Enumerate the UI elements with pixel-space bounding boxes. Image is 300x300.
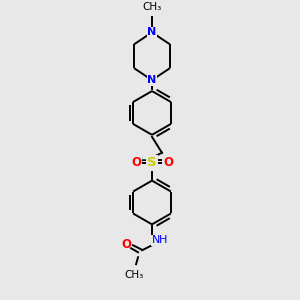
Text: CH₃: CH₃	[124, 270, 144, 280]
Text: N: N	[147, 27, 157, 38]
Text: N: N	[152, 235, 160, 245]
Text: H: H	[140, 156, 148, 166]
Text: N: N	[146, 156, 154, 166]
Text: O: O	[121, 238, 131, 251]
Text: O: O	[131, 156, 141, 169]
Text: H: H	[159, 235, 167, 245]
Text: CH₃: CH₃	[142, 2, 162, 13]
Text: S: S	[147, 156, 157, 169]
Text: N: N	[147, 75, 157, 85]
Text: O: O	[163, 156, 173, 169]
